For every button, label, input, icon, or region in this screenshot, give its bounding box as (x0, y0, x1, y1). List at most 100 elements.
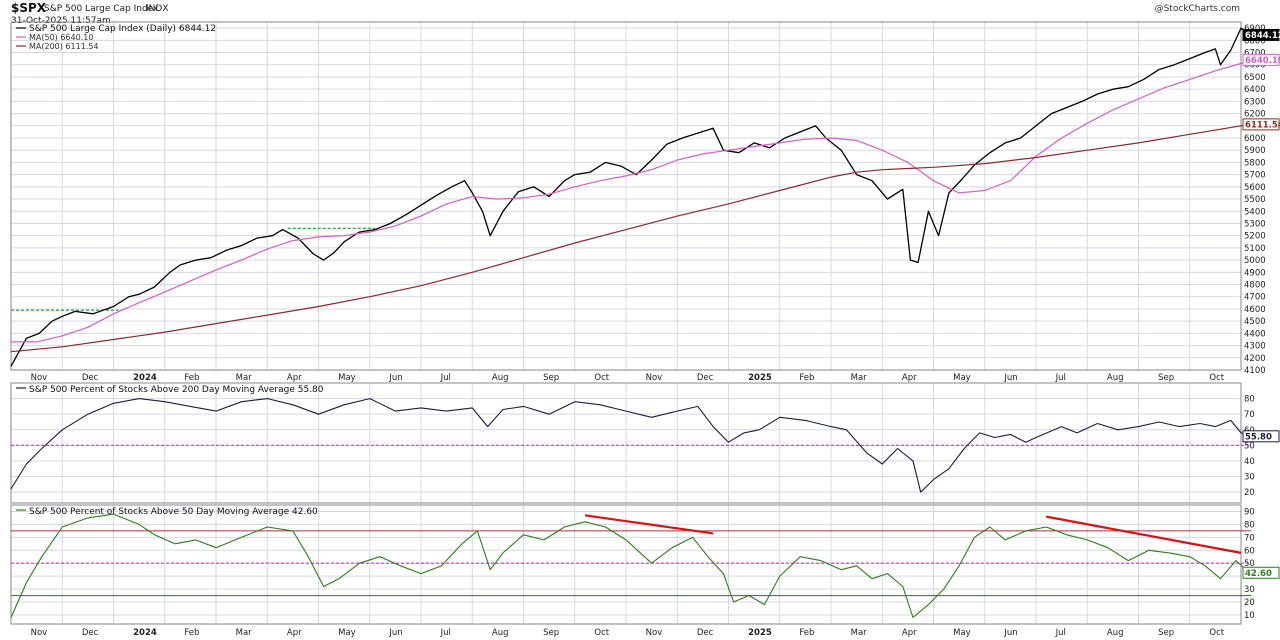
y-tick-label: 10 (1244, 611, 1255, 621)
price-panel: 4100 4200 4300 4400 4500 4600 4700 4800 4900 5000… (10, 21, 1280, 376)
y-tick-label: 4900 (1244, 268, 1266, 278)
y-tick-label: 30 (1244, 473, 1255, 483)
last-value-label: 55.80 (1245, 432, 1272, 442)
x-tick-label: Nov (646, 373, 663, 383)
x-tick-label: Aug (492, 628, 509, 638)
y-tick-label: 70 (1244, 410, 1255, 420)
x-tick-label: 2025 (748, 628, 772, 638)
x-tick-label: Aug (492, 373, 509, 383)
y-tick-label: 5300 (1244, 219, 1266, 229)
x-tick-label: Oct (1209, 628, 1224, 638)
y-tick-label: 6300 (1244, 97, 1266, 107)
x-tick-label: Apr (287, 373, 302, 383)
y-tick-label: 4200 (1244, 354, 1266, 364)
panel-border (10, 21, 1242, 371)
trendline (1046, 515, 1242, 554)
y-tick-label: 70 (1244, 533, 1255, 543)
x-tick-label: Nov (646, 628, 663, 638)
y-tick-label: 4800 (1244, 281, 1266, 291)
x-tick-label: 2024 (133, 373, 157, 383)
series-line-0 (10, 513, 1252, 619)
x-tick-label: May (338, 628, 356, 638)
x-tick-label: Feb (799, 628, 814, 638)
y-tick-label: 20 (1244, 488, 1255, 498)
ticker-symbol: $SPX (11, 1, 47, 15)
y-tick-label: 4100 (1244, 366, 1266, 376)
panel-border (10, 382, 1242, 504)
x-tick-label: Mar (851, 628, 868, 638)
x-tick-label: Mar (851, 373, 868, 383)
last-value-label: 6640.10 (1245, 56, 1280, 66)
x-tick-label: Mar (236, 373, 253, 383)
x-tick-label: Sep (1158, 628, 1174, 638)
breadth-200-panel: 20304050607080S&P 500 Percent of Stocks … (10, 382, 1280, 504)
x-tick-label: Aug (1107, 373, 1124, 383)
copyright: @StockCharts.com (1155, 4, 1240, 14)
y-tick-label: 20 (1244, 598, 1255, 608)
x-tick-label: 2025 (748, 373, 772, 383)
last-value-tag (1242, 430, 1280, 443)
x-tick-label: Dec (82, 373, 99, 383)
x-tick-label: May (953, 373, 971, 383)
x-tick-label: Sep (543, 373, 559, 383)
x-tick-label: Jun (388, 373, 402, 383)
x-tick-label: Jul (440, 373, 451, 383)
y-tick-label: 6400 (1244, 85, 1266, 95)
x-tick-label: Dec (82, 628, 99, 638)
x-tick-label: Jul (1055, 373, 1066, 383)
x-axis-bottom: Nov Dec 2024 Feb Mar Apr May Jun Jul Aug Sep Oct Nov… (31, 628, 1225, 638)
x-tick-label: Feb (184, 628, 199, 638)
y-tick-label: 5500 (1244, 195, 1266, 205)
y-tick-label: 5400 (1244, 207, 1266, 217)
x-tick-label: Jun (1003, 373, 1017, 383)
x-tick-label: Jul (440, 628, 451, 638)
last-value-label: 42.60 (1245, 569, 1272, 579)
trendline (584, 514, 714, 535)
x-tick-label: Aug (1107, 628, 1124, 638)
series-line-2 (10, 123, 1252, 353)
y-tick-label: 5000 (1244, 256, 1266, 266)
y-tick-label: 5900 (1244, 146, 1266, 156)
x-tick-label: Jun (388, 628, 402, 638)
x-tick-label: May (338, 373, 356, 383)
x-tick-label: Mar (236, 628, 253, 638)
y-tick-label: 50 (1244, 559, 1255, 569)
series-line-0 (10, 27, 1252, 367)
y-tick-label: 6000 (1244, 134, 1266, 144)
last-value-tag (1242, 118, 1280, 131)
y-tick-label: 5200 (1244, 232, 1266, 242)
legend-entry: MA(50) 6640.10 (29, 33, 93, 42)
series-line-1 (11, 59, 1252, 343)
x-tick-label: May (953, 628, 971, 638)
x-tick-label: Dec (697, 373, 714, 383)
y-tick-label: 6700 (1244, 49, 1266, 59)
x-tick-label: Apr (902, 373, 917, 383)
ticker-name: S&P 500 Large Cap Index (44, 4, 159, 14)
y-tick-label: 6200 (1244, 110, 1266, 120)
x-tick-label: Sep (543, 628, 559, 638)
x-tick-label: Feb (799, 373, 814, 383)
x-tick-label: Apr (287, 628, 302, 638)
y-tick-label: 4700 (1244, 293, 1266, 303)
y-tick-label: 40 (1244, 457, 1255, 467)
y-tick-label: 5800 (1244, 158, 1266, 168)
x-tick-label: Jul (1055, 628, 1066, 638)
panel-title: S&P 500 Percent of Stocks Above 200 Day … (29, 385, 324, 395)
y-tick-label: 60 (1244, 546, 1255, 556)
y-tick-label: 6500 (1244, 73, 1266, 83)
x-tick-label: Jun (1003, 628, 1017, 638)
x-tick-label: Oct (594, 628, 609, 638)
y-tick-label: 4500 (1244, 317, 1266, 327)
last-value-label: 6111.54 (1245, 120, 1280, 130)
x-tick-label: Oct (1209, 373, 1224, 383)
y-tick-label: 6800 (1244, 36, 1266, 46)
last-value-tag (1242, 53, 1280, 66)
ticker-exchange: INDX (146, 4, 168, 14)
x-axis-price: Nov Dec 2024 Feb Mar Apr May Jun Jul Aug Sep Oct Nov… (31, 373, 1225, 383)
x-tick-label: Oct (594, 373, 609, 383)
y-tick-label: 5100 (1244, 244, 1266, 254)
chart-datetime: 31-Oct-2025 11:57am (11, 16, 111, 26)
y-tick-label: 80 (1244, 520, 1255, 530)
